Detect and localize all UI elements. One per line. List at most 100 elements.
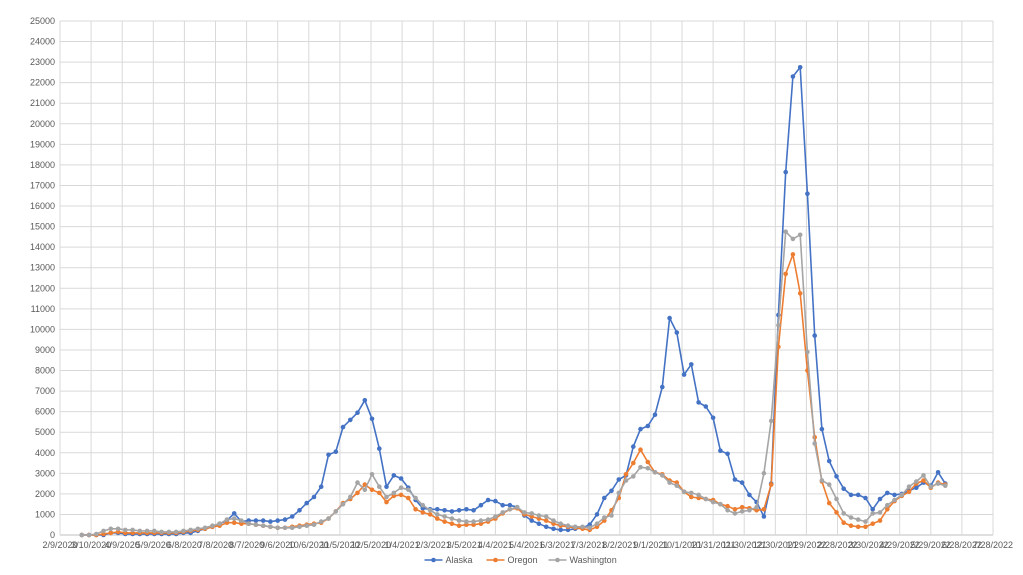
data-point (355, 410, 360, 416)
legend-marker (431, 557, 436, 563)
data-point (790, 74, 796, 79)
data-point (855, 492, 861, 498)
data-point (761, 507, 767, 512)
data-point (841, 520, 846, 525)
data-point (144, 528, 150, 534)
data-point (543, 524, 549, 530)
x-tick-label: 10/1/2021 (662, 540, 702, 550)
y-tick-label: 9000 (35, 345, 55, 355)
data-point (660, 473, 665, 478)
data-point (768, 482, 774, 487)
data-point (449, 521, 455, 526)
data-point (906, 484, 912, 490)
data-point (340, 424, 346, 430)
data-point (638, 464, 643, 470)
series-lines (79, 65, 948, 538)
data-point (485, 517, 491, 522)
data-point (536, 513, 542, 518)
x-tick-label: 9/6/2020 (260, 540, 295, 550)
series-alaska (79, 65, 948, 538)
data-point (732, 511, 738, 516)
data-point (108, 526, 114, 532)
data-point (246, 521, 251, 526)
data-point (652, 470, 658, 475)
data-point (943, 483, 948, 489)
data-point (304, 523, 310, 528)
x-tick-label: 7/8/2020 (198, 540, 233, 550)
data-point (282, 525, 288, 531)
data-point (558, 521, 563, 526)
data-point (427, 512, 433, 517)
data-point (304, 500, 310, 506)
y-tick-label: 25000 (30, 16, 55, 26)
data-point (420, 502, 426, 508)
data-point (812, 441, 817, 446)
data-point (377, 490, 382, 496)
data-point (834, 496, 839, 502)
y-tick-label: 22000 (30, 78, 55, 88)
x-tick-label: 8/2/2021 (602, 540, 637, 550)
data-point (718, 448, 723, 454)
data-point (166, 529, 172, 535)
data-point (602, 515, 607, 520)
data-point (761, 514, 767, 519)
y-tick-label: 10000 (30, 324, 55, 334)
data-point (609, 513, 614, 518)
data-point (834, 510, 839, 515)
data-point (529, 518, 534, 523)
data-point (464, 519, 469, 524)
gridlines (59, 20, 994, 536)
y-tick-label: 12000 (30, 283, 55, 293)
data-point (703, 496, 709, 502)
data-point (921, 478, 926, 483)
legend: Alaska Oregon Washington (424, 555, 617, 565)
y-tick-label: 21000 (30, 98, 55, 108)
y-tick-label: 1000 (35, 509, 55, 519)
x-tick-label: 6/3/2021 (540, 540, 575, 550)
data-point (594, 521, 600, 526)
y-tick-label: 19000 (30, 139, 55, 149)
data-point (710, 415, 716, 421)
x-tick-label: 1/29/2022 (786, 540, 826, 550)
data-point (848, 523, 854, 528)
data-point (805, 191, 810, 196)
y-tick-label: 24000 (30, 37, 55, 47)
data-point (493, 514, 498, 519)
data-point (137, 528, 143, 534)
data-point (732, 477, 738, 482)
data-point (572, 524, 578, 530)
data-point (855, 524, 861, 530)
data-point (921, 473, 926, 478)
legend-item-oregon: Oregon (486, 555, 538, 565)
x-tick-label: 4/4/2021 (478, 540, 513, 550)
data-point (522, 510, 527, 515)
data-point (841, 511, 846, 516)
data-point (543, 518, 549, 523)
y-tick-label: 13000 (30, 263, 55, 273)
legend-item-washington: Washington (548, 555, 617, 565)
data-point (115, 526, 121, 532)
series-oregon (79, 252, 948, 538)
x-tick-label: 2/28/2022 (817, 540, 857, 550)
data-point (94, 531, 99, 537)
data-point (543, 514, 549, 519)
data-point (776, 323, 781, 328)
data-point (188, 527, 193, 533)
data-point (558, 527, 563, 533)
data-point (202, 525, 208, 531)
data-point (362, 398, 368, 403)
data-point (783, 271, 788, 277)
data-point (863, 519, 868, 524)
data-point (623, 478, 629, 483)
data-point (275, 525, 281, 531)
data-point (855, 517, 861, 522)
data-point (152, 528, 157, 534)
x-tick-label: 5/4/2021 (509, 540, 544, 550)
data-point (355, 480, 360, 485)
axes: 0 1000 2000 3000 4000 5000 6000 7000 8000 9000 100… (30, 16, 1013, 550)
data-point (580, 524, 585, 530)
data-point (877, 510, 883, 515)
data-point (260, 518, 266, 523)
data-point (602, 495, 607, 501)
data-point (703, 404, 709, 409)
